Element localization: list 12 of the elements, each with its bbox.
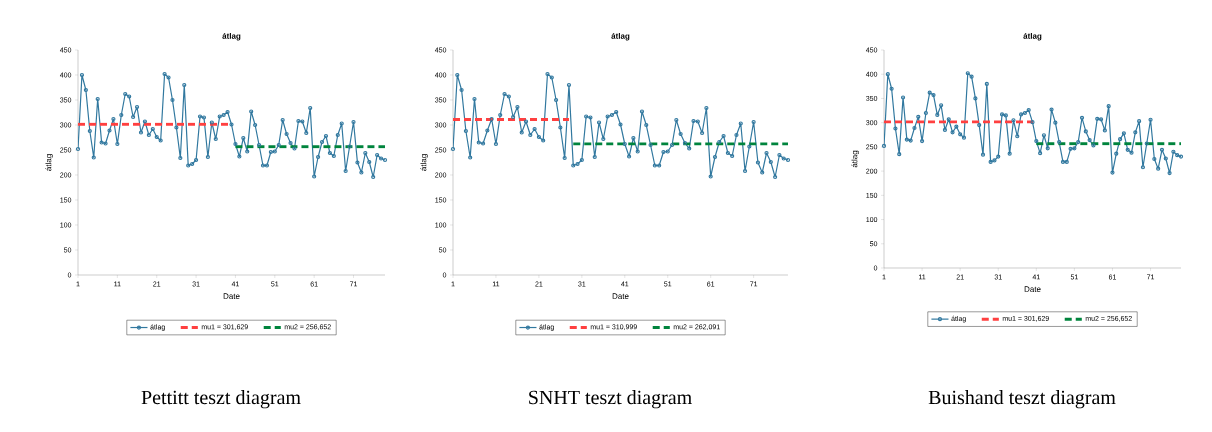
text: Buishand teszt diagram xyxy=(928,390,1116,409)
y-axis-title: átlag xyxy=(851,150,859,168)
y-axis-title: átlag xyxy=(420,154,428,171)
x-axis-title: Date xyxy=(612,293,629,299)
x-axis-title: Date xyxy=(1024,286,1041,292)
text: SNHT teszt diagram xyxy=(529,390,692,409)
chart-title: átlag xyxy=(611,32,630,41)
text: Pettitt teszt diagram xyxy=(141,390,301,409)
chart-title: átlag xyxy=(1023,32,1042,41)
x-axis-title: Date xyxy=(223,293,240,299)
chart-title: átlag xyxy=(222,32,241,41)
y-axis-title: átlag xyxy=(45,154,53,171)
